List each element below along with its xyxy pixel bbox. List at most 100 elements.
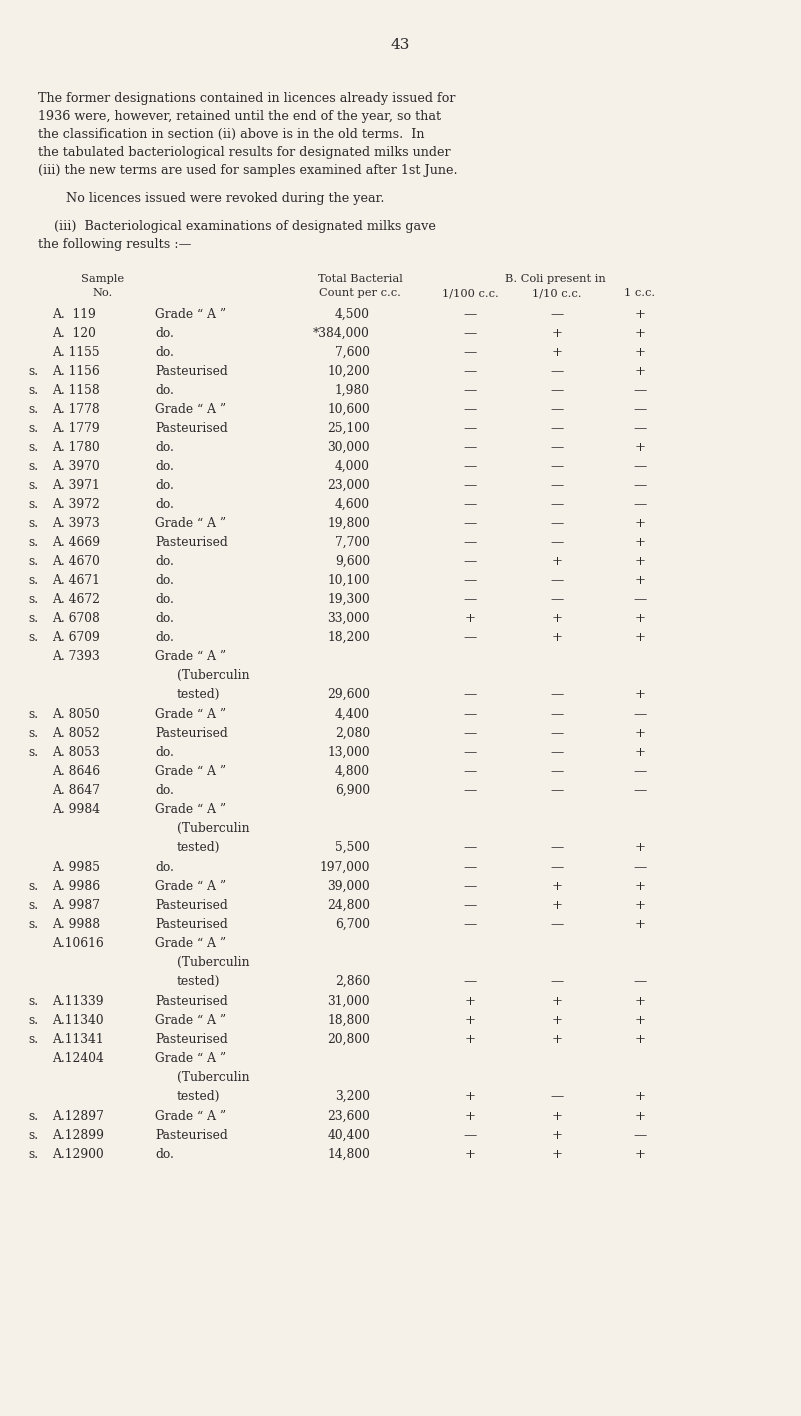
Text: A.11340: A.11340 — [52, 1014, 103, 1027]
Text: s.: s. — [28, 1110, 38, 1123]
Text: —: — — [463, 632, 477, 644]
Text: —: — — [463, 861, 477, 874]
Text: Grade “ A ”: Grade “ A ” — [155, 803, 226, 816]
Text: +: + — [552, 1129, 562, 1141]
Text: 43: 43 — [390, 38, 409, 52]
Text: +: + — [634, 1090, 646, 1103]
Text: —: — — [634, 765, 646, 777]
Text: +: + — [552, 995, 562, 1008]
Text: —: — — [550, 841, 564, 854]
Text: A. 1780: A. 1780 — [52, 440, 100, 455]
Text: do.: do. — [155, 612, 174, 624]
Text: —: — — [634, 498, 646, 511]
Text: +: + — [634, 879, 646, 893]
Text: Grade “ A ”: Grade “ A ” — [155, 1110, 226, 1123]
Text: —: — — [550, 384, 564, 396]
Text: +: + — [552, 1014, 562, 1027]
Text: s.: s. — [28, 879, 38, 893]
Text: Grade “ A ”: Grade “ A ” — [155, 708, 226, 721]
Text: A. 1779: A. 1779 — [52, 422, 100, 435]
Text: —: — — [550, 765, 564, 777]
Text: 4,500: 4,500 — [335, 309, 370, 321]
Text: +: + — [465, 1148, 476, 1161]
Text: +: + — [634, 346, 646, 360]
Text: Pasteurised: Pasteurised — [155, 899, 227, 912]
Text: —: — — [463, 460, 477, 473]
Text: 197,000: 197,000 — [320, 861, 370, 874]
Text: +: + — [552, 612, 562, 624]
Text: tested): tested) — [177, 976, 220, 988]
Text: 7,700: 7,700 — [335, 537, 370, 549]
Text: the classification in section (ii) above is in the old terms.  In: the classification in section (ii) above… — [38, 127, 425, 142]
Text: —: — — [463, 479, 477, 491]
Text: —: — — [463, 555, 477, 568]
Text: 30,000: 30,000 — [328, 440, 370, 455]
Text: —: — — [634, 861, 646, 874]
Text: +: + — [634, 1110, 646, 1123]
Text: Pasteurised: Pasteurised — [155, 1034, 227, 1046]
Text: —: — — [463, 765, 477, 777]
Text: —: — — [463, 346, 477, 360]
Text: the following results :—: the following results :— — [38, 238, 191, 251]
Text: 1 c.c.: 1 c.c. — [625, 287, 655, 297]
Text: 23,000: 23,000 — [328, 479, 370, 491]
Text: A. 4669: A. 4669 — [52, 537, 100, 549]
Text: +: + — [634, 573, 646, 588]
Text: +: + — [465, 1034, 476, 1046]
Text: +: + — [634, 899, 646, 912]
Text: —: — — [463, 365, 477, 378]
Text: —: — — [634, 422, 646, 435]
Text: s.: s. — [28, 1034, 38, 1046]
Text: —: — — [550, 479, 564, 491]
Text: —: — — [550, 918, 564, 930]
Text: A. 4672: A. 4672 — [52, 593, 100, 606]
Text: do.: do. — [155, 460, 174, 473]
Text: —: — — [550, 861, 564, 874]
Text: s.: s. — [28, 404, 38, 416]
Text: —: — — [463, 918, 477, 930]
Text: 9,600: 9,600 — [335, 555, 370, 568]
Text: Grade “ A ”: Grade “ A ” — [155, 517, 226, 530]
Text: do.: do. — [155, 593, 174, 606]
Text: Grade “ A ”: Grade “ A ” — [155, 1052, 226, 1065]
Text: —: — — [550, 593, 564, 606]
Text: +: + — [634, 688, 646, 701]
Text: s.: s. — [28, 1129, 38, 1141]
Text: —: — — [463, 537, 477, 549]
Text: 24,800: 24,800 — [327, 899, 370, 912]
Text: —: — — [550, 440, 564, 455]
Text: +: + — [465, 1014, 476, 1027]
Text: A.10616: A.10616 — [52, 937, 104, 950]
Text: A. 1778: A. 1778 — [52, 404, 100, 416]
Text: —: — — [634, 708, 646, 721]
Text: 19,300: 19,300 — [328, 593, 370, 606]
Text: A. 8050: A. 8050 — [52, 708, 100, 721]
Text: —: — — [550, 404, 564, 416]
Text: +: + — [634, 365, 646, 378]
Text: 10,100: 10,100 — [328, 573, 370, 588]
Text: —: — — [634, 593, 646, 606]
Text: A.12897: A.12897 — [52, 1110, 104, 1123]
Text: A. 3971: A. 3971 — [52, 479, 100, 491]
Text: +: + — [634, 1034, 646, 1046]
Text: 4,800: 4,800 — [335, 765, 370, 777]
Text: —: — — [634, 784, 646, 797]
Text: +: + — [552, 879, 562, 893]
Text: —: — — [550, 784, 564, 797]
Text: —: — — [634, 479, 646, 491]
Text: s.: s. — [28, 384, 38, 396]
Text: Pasteurised: Pasteurised — [155, 995, 227, 1008]
Text: —: — — [550, 365, 564, 378]
Text: +: + — [634, 995, 646, 1008]
Text: —: — — [463, 384, 477, 396]
Text: Pasteurised: Pasteurised — [155, 365, 227, 378]
Text: s.: s. — [28, 573, 38, 588]
Text: A. 9987: A. 9987 — [52, 899, 100, 912]
Text: —: — — [463, 593, 477, 606]
Text: —: — — [463, 708, 477, 721]
Text: Grade “ A ”: Grade “ A ” — [155, 937, 226, 950]
Text: 2,080: 2,080 — [335, 726, 370, 741]
Text: A. 1156: A. 1156 — [52, 365, 100, 378]
Text: +: + — [552, 1034, 562, 1046]
Text: A.  119: A. 119 — [52, 309, 96, 321]
